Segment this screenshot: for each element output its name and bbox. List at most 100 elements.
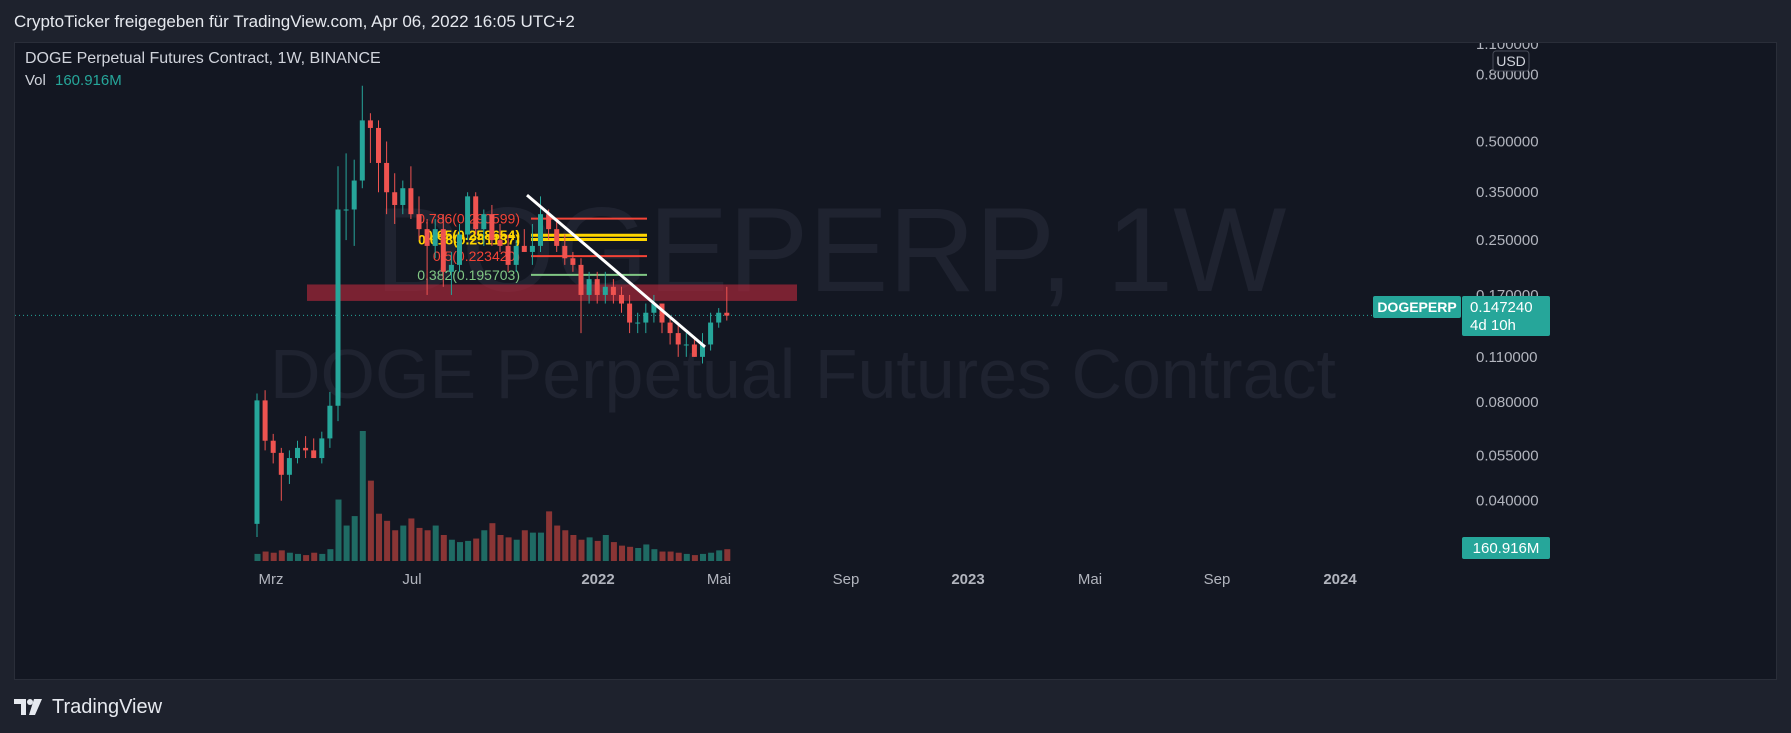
candle-body[interactable] bbox=[675, 333, 681, 345]
candle-body[interactable] bbox=[376, 127, 381, 163]
candle-body[interactable] bbox=[278, 452, 284, 475]
candle-body[interactable] bbox=[432, 229, 438, 246]
volume-bars bbox=[254, 431, 731, 561]
candle-body[interactable] bbox=[505, 245, 511, 265]
candle-body[interactable] bbox=[513, 245, 519, 265]
candle-body[interactable] bbox=[635, 322, 641, 324]
candle-body[interactable] bbox=[424, 229, 430, 246]
candle-body[interactable] bbox=[700, 344, 705, 357]
candle-body[interactable] bbox=[384, 162, 390, 193]
volume-price-value: 160.916M bbox=[1473, 540, 1540, 557]
candle-body[interactable] bbox=[521, 245, 527, 252]
watermark-name: DOGE Perpetual Futures Contract bbox=[270, 335, 1336, 413]
candle-body[interactable] bbox=[319, 438, 325, 459]
volume-bar bbox=[432, 525, 439, 561]
candle-body[interactable] bbox=[659, 303, 665, 323]
candle-body[interactable] bbox=[416, 214, 422, 230]
candle-body[interactable] bbox=[343, 209, 349, 211]
candle-body[interactable] bbox=[367, 120, 373, 128]
candle-body[interactable] bbox=[602, 286, 608, 295]
candle-body[interactable] bbox=[327, 405, 333, 439]
chart-panel[interactable]: DOGEPERP, 1W DOGE Perpetual Futures Cont… bbox=[14, 42, 1777, 680]
candle-body[interactable] bbox=[554, 229, 560, 246]
candle-body[interactable] bbox=[440, 229, 446, 272]
price-axis-tick: 0.080000 bbox=[1476, 394, 1539, 411]
volume-bar bbox=[554, 525, 561, 561]
candle-body[interactable] bbox=[627, 303, 633, 323]
volume-bar bbox=[643, 544, 650, 561]
volume-bar bbox=[675, 552, 682, 561]
candle-body[interactable] bbox=[691, 344, 697, 357]
axes[interactable]: 0.0280000.0400000.0550000.0800000.110000… bbox=[259, 67, 1539, 588]
volume-bar bbox=[691, 555, 698, 561]
candle-body[interactable] bbox=[538, 214, 543, 246]
candle-body[interactable] bbox=[578, 264, 584, 295]
volume-bar bbox=[724, 549, 731, 561]
bar-countdown: 4d 10h bbox=[1470, 317, 1516, 334]
time-axis-tick: Mai bbox=[1078, 571, 1102, 588]
candle-body[interactable] bbox=[465, 196, 471, 235]
volume-bar bbox=[578, 539, 585, 561]
candle-body[interactable] bbox=[489, 214, 495, 241]
currency-badge[interactable] bbox=[1492, 50, 1530, 72]
resistance-zone[interactable] bbox=[307, 284, 797, 301]
candle-body[interactable] bbox=[295, 447, 300, 459]
candles[interactable] bbox=[254, 85, 730, 537]
volume-bar bbox=[546, 511, 553, 561]
price-chart-svg[interactable]: DOGEPERP, 1W DOGE Perpetual Futures Cont… bbox=[15, 43, 1778, 681]
candle-body[interactable] bbox=[610, 286, 616, 295]
tradingview-brand[interactable]: TradingView bbox=[52, 695, 163, 718]
volume-bar bbox=[513, 539, 520, 561]
candle-body[interactable] bbox=[562, 245, 568, 259]
candle-body[interactable] bbox=[724, 312, 730, 316]
candle-body[interactable] bbox=[400, 188, 406, 205]
candle-body[interactable] bbox=[683, 344, 689, 346]
candle-body[interactable] bbox=[359, 120, 365, 181]
candle-body[interactable] bbox=[408, 188, 414, 215]
descending-trendline[interactable] bbox=[526, 193, 706, 349]
price-axis-top-label: 1.100000 bbox=[1476, 43, 1539, 53]
candle-body[interactable] bbox=[643, 312, 649, 323]
candle-body[interactable] bbox=[392, 192, 398, 205]
volume-bar bbox=[538, 532, 544, 561]
candle-body[interactable] bbox=[667, 322, 673, 334]
candle-body[interactable] bbox=[481, 214, 487, 230]
candle-body[interactable] bbox=[651, 303, 657, 313]
candle-body[interactable] bbox=[262, 400, 268, 441]
volume-bar bbox=[295, 553, 301, 561]
volume-bar bbox=[270, 552, 277, 561]
volume-bar bbox=[457, 542, 463, 561]
price-axis-tick: 0.250000 bbox=[1476, 232, 1539, 249]
candle-body[interactable] bbox=[570, 258, 576, 265]
candle-body[interactable] bbox=[303, 447, 309, 451]
candle-body[interactable] bbox=[473, 196, 479, 230]
volume-bar bbox=[659, 551, 666, 561]
candle-body[interactable] bbox=[708, 322, 714, 345]
candle-body[interactable] bbox=[457, 234, 462, 265]
resistance-zone-layer[interactable] bbox=[307, 284, 797, 301]
tradingview-logo-icon[interactable] bbox=[14, 697, 44, 717]
candle-body[interactable] bbox=[311, 450, 317, 459]
candle-body[interactable] bbox=[497, 240, 503, 246]
candle-body[interactable] bbox=[286, 458, 292, 475]
candle-body[interactable] bbox=[716, 312, 722, 323]
candle-body[interactable] bbox=[254, 400, 260, 524]
candle-body[interactable] bbox=[335, 209, 341, 406]
candle-body[interactable] bbox=[619, 294, 624, 304]
candle-body[interactable] bbox=[529, 245, 535, 252]
time-axis-tick: 2022 bbox=[581, 571, 614, 588]
time-axis-tick: Mrz bbox=[259, 571, 284, 588]
volume-bar bbox=[311, 552, 318, 561]
volume-bar bbox=[521, 530, 528, 561]
candle-body[interactable] bbox=[546, 214, 552, 230]
candle-body[interactable] bbox=[270, 440, 276, 453]
candle-body[interactable] bbox=[586, 279, 592, 295]
volume-bar bbox=[481, 530, 488, 561]
last-price-label bbox=[1462, 296, 1550, 336]
volume-bar bbox=[424, 530, 431, 561]
candle-body[interactable] bbox=[594, 279, 600, 295]
trendline-layer[interactable] bbox=[526, 193, 706, 349]
candle-body[interactable] bbox=[448, 264, 454, 272]
volume-bar bbox=[384, 520, 391, 561]
candle-body[interactable] bbox=[351, 180, 357, 210]
